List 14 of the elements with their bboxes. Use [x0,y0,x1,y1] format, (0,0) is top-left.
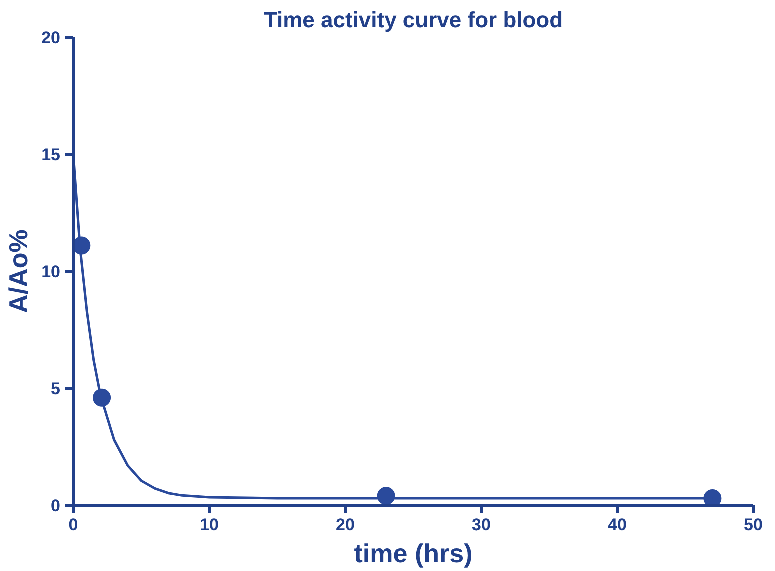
chart-title: Time activity curve for blood [264,8,564,32]
x-tick-label: 0 [68,516,78,534]
x-tick-label: 50 [744,516,763,534]
y-tick-label: 10 [42,262,61,282]
y-axis-title: A/Ao% [4,230,34,314]
y-tick-label: 20 [42,28,61,48]
y-tick-label: 0 [51,496,61,516]
x-tick-label: 30 [472,516,491,534]
x-tick-label: 10 [200,516,219,534]
x-tick-label: 20 [336,516,355,534]
y-tick-label: 5 [51,380,61,398]
y-tick-label: 15 [42,146,61,164]
x-axis-title: time (hrs) [354,538,473,568]
x-tick-label: 40 [608,516,627,534]
